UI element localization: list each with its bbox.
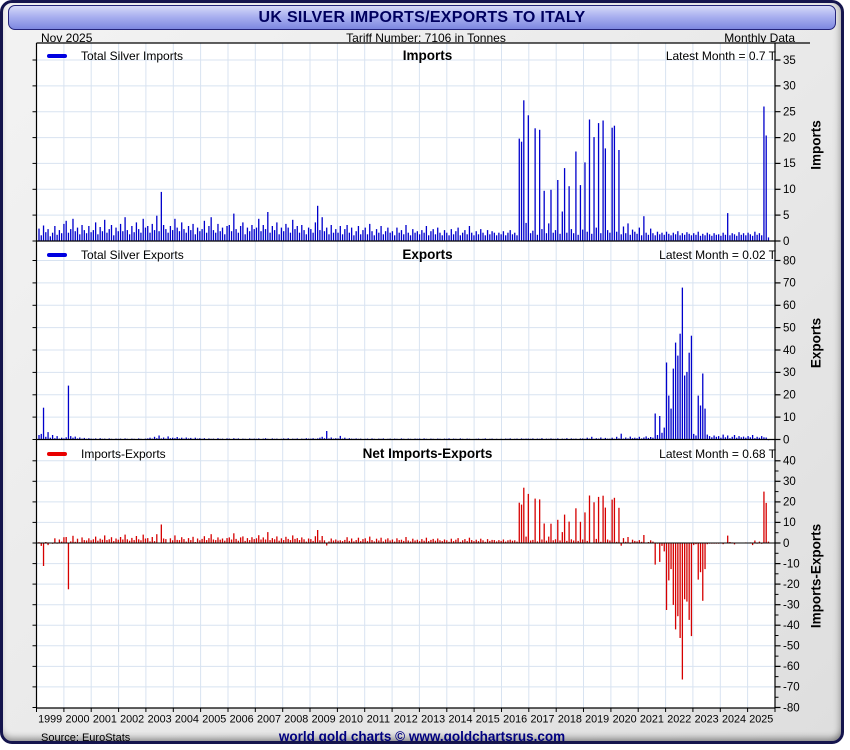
svg-text:2016: 2016 <box>503 714 527 726</box>
net-legend: Imports-Exports <box>47 447 166 461</box>
svg-text:50: 50 <box>783 322 796 334</box>
net-panel-title: Net Imports-Exports <box>362 446 493 461</box>
svg-text:5: 5 <box>783 210 789 222</box>
exports-axis-label: Exports <box>808 317 824 369</box>
svg-text:10: 10 <box>783 184 796 196</box>
svg-text:2013: 2013 <box>421 714 445 726</box>
svg-text:30: 30 <box>783 476 796 488</box>
imports-bars <box>38 100 770 241</box>
svg-text:2003: 2003 <box>148 714 172 726</box>
svg-text:2009: 2009 <box>312 714 336 726</box>
tariff-number: Tariff Number: 7106 in Tonnes <box>346 31 506 45</box>
report-date: Nov 2025 <box>41 31 93 45</box>
svg-text:2011: 2011 <box>367 714 390 726</box>
plot-background <box>36 43 775 708</box>
svg-text:30: 30 <box>783 81 796 93</box>
svg-text:25: 25 <box>783 107 796 119</box>
tick-labels: 0 5 10 15 20 25 30 35 0 10 20 30 40 50 60 70 80 40 30 20 10 0… <box>783 55 800 714</box>
svg-text:20: 20 <box>783 132 796 144</box>
data-frequency: Monthly Data <box>724 31 795 45</box>
svg-text:15: 15 <box>783 158 796 170</box>
svg-text:2018: 2018 <box>558 714 582 726</box>
svg-text:-60: -60 <box>783 661 800 673</box>
chart-canvas: 0510152025303501020304050607080403020100… <box>32 42 810 726</box>
net-panel-header: Imports-Exports Net Imports-Exports Late… <box>39 446 778 462</box>
svg-text:10: 10 <box>783 517 796 529</box>
svg-text:70: 70 <box>783 278 796 290</box>
svg-text:2024: 2024 <box>722 714 746 726</box>
svg-text:60: 60 <box>783 300 796 312</box>
svg-text:2014: 2014 <box>448 714 472 726</box>
net-axis-label: Imports-Exports <box>808 523 824 629</box>
svg-text:40: 40 <box>783 345 796 357</box>
svg-text:2008: 2008 <box>284 714 308 726</box>
svg-text:2002: 2002 <box>120 714 144 726</box>
svg-text:2025: 2025 <box>749 714 773 726</box>
svg-text:-30: -30 <box>783 600 800 612</box>
info-row: Nov 2025 Tariff Number: 7106 in Tonnes M… <box>3 31 841 45</box>
imports-legend: Total Silver Imports <box>47 49 183 63</box>
svg-text:20: 20 <box>783 497 796 509</box>
svg-text:2017: 2017 <box>530 714 554 726</box>
year-labels: 1999 2000 2001 2002 2003 2004 2005 2006 2007 2008… <box>38 714 773 726</box>
svg-text:2015: 2015 <box>476 714 500 726</box>
svg-text:2006: 2006 <box>230 714 254 726</box>
exports-legend-swatch-icon <box>47 253 67 257</box>
svg-text:40: 40 <box>783 456 796 468</box>
svg-text:2022: 2022 <box>667 714 691 726</box>
exports-legend: Total Silver Exports <box>47 248 184 262</box>
svg-text:2010: 2010 <box>339 714 363 726</box>
net-legend-swatch-icon <box>47 452 67 456</box>
exports-panel-title: Exports <box>402 247 453 262</box>
tick-marks <box>32 59 781 712</box>
exports-legend-label: Total Silver Exports <box>81 248 184 262</box>
svg-text:2019: 2019 <box>585 714 609 726</box>
svg-text:-50: -50 <box>783 641 800 653</box>
imports-panel-header: Total Silver Imports Imports Latest Mont… <box>39 48 778 64</box>
year-gridlines <box>63 43 749 708</box>
net-latest-value: Latest Month = 0.68 T <box>659 447 776 461</box>
svg-text:2007: 2007 <box>257 714 281 726</box>
svg-text:20: 20 <box>783 390 796 402</box>
exports-panel-header: Total Silver Exports Exports Latest Mont… <box>39 247 778 263</box>
imports-legend-swatch-icon <box>47 54 67 58</box>
title-bar: UK SILVER IMPORTS/EXPORTS TO ITALY <box>8 5 836 30</box>
imports-panel-title: Imports <box>402 48 453 63</box>
svg-text:2020: 2020 <box>613 714 637 726</box>
brand-footer: world gold charts © www.goldchartsrus.co… <box>278 729 566 744</box>
svg-text:0: 0 <box>783 434 789 446</box>
svg-text:35: 35 <box>783 55 796 67</box>
imports-axis-label: Imports <box>808 120 824 170</box>
svg-text:2021: 2021 <box>640 714 664 726</box>
svg-text:2005: 2005 <box>202 714 226 726</box>
svg-text:-80: -80 <box>783 702 800 714</box>
svg-text:1999: 1999 <box>38 714 62 726</box>
svg-text:10: 10 <box>783 412 796 424</box>
imports-legend-label: Total Silver Imports <box>81 49 184 63</box>
svg-text:-70: -70 <box>783 682 800 694</box>
svg-text:2004: 2004 <box>175 714 199 726</box>
svg-text:-20: -20 <box>783 579 800 591</box>
svg-text:-10: -10 <box>783 558 800 570</box>
svg-text:2023: 2023 <box>695 714 719 726</box>
source-note: Source: EuroStats <box>41 732 131 744</box>
imports-latest-value: Latest Month = 0.7 T <box>665 49 776 63</box>
value-gridlines <box>36 59 775 688</box>
svg-text:30: 30 <box>783 367 796 379</box>
svg-text:2000: 2000 <box>65 714 89 726</box>
svg-text:2012: 2012 <box>394 714 418 726</box>
svg-text:2001: 2001 <box>93 714 117 726</box>
svg-text:80: 80 <box>783 255 796 267</box>
page-title: UK SILVER IMPORTS/EXPORTS TO ITALY <box>258 9 586 26</box>
svg-text:-40: -40 <box>783 620 800 632</box>
svg-text:0: 0 <box>783 538 789 550</box>
net-bars <box>38 487 770 680</box>
svg-text:0: 0 <box>783 236 789 248</box>
exports-latest-value: Latest Month = 0.02 T <box>659 248 776 262</box>
net-legend-label: Imports-Exports <box>81 447 166 461</box>
axes <box>35 42 810 709</box>
